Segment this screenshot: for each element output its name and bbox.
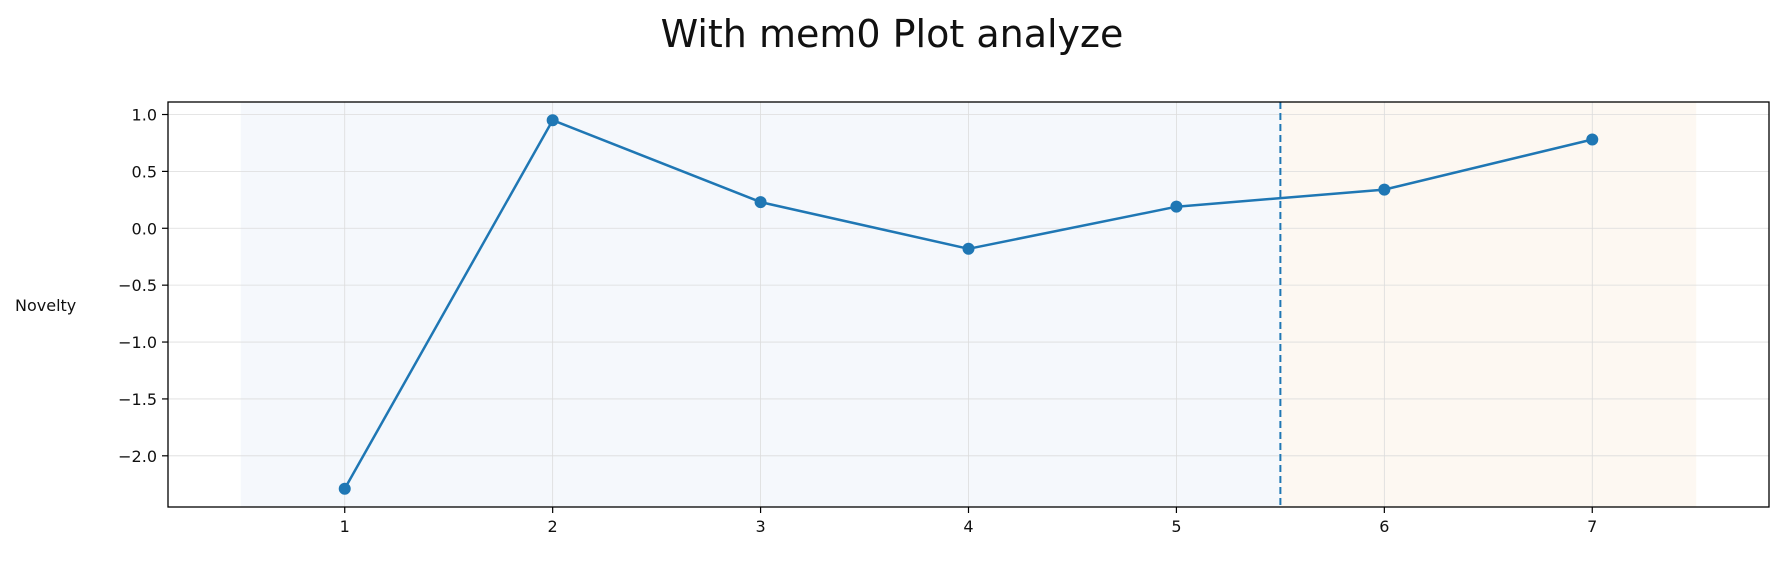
chart-title: With mem0 Plot analyze xyxy=(661,12,1124,56)
y-tick-label-1: 1.0 xyxy=(132,106,157,125)
y-axis-label: Novelty xyxy=(15,296,76,315)
y-tick-label-3: 0.0 xyxy=(132,219,157,238)
data-point-6 xyxy=(1378,183,1391,196)
y-tick-label-7: −2.0 xyxy=(118,447,157,466)
x-tick-label-7: 7 xyxy=(1587,517,1597,536)
x-tick-label-6: 6 xyxy=(1379,517,1389,536)
data-point-2 xyxy=(546,114,559,127)
data-point-4 xyxy=(962,242,975,255)
data-point-1 xyxy=(338,482,351,495)
x-tick-label-5: 5 xyxy=(1171,517,1181,536)
y-tick-label-4: −0.5 xyxy=(118,276,157,295)
data-point-7 xyxy=(1586,133,1599,146)
x-tick-label-1: 1 xyxy=(340,517,350,536)
data-point-3 xyxy=(754,196,767,209)
y-tick-label-6: −1.5 xyxy=(118,390,157,409)
x-tick-label-3: 3 xyxy=(755,517,765,536)
shaded-region-2 xyxy=(1280,102,1697,507)
x-tick-label-4: 4 xyxy=(963,517,973,536)
x-tick-label-2: 2 xyxy=(548,517,558,536)
plot-area: 1 2 3 4 5 6 7 1.0 0.5 0.0 −0.5 −1.0 −1.5 −2.0 xyxy=(118,101,1770,536)
y-tick-label-5: −1.0 xyxy=(118,333,157,352)
y-tick-label-2: 0.5 xyxy=(132,162,157,181)
data-point-5 xyxy=(1170,200,1183,213)
